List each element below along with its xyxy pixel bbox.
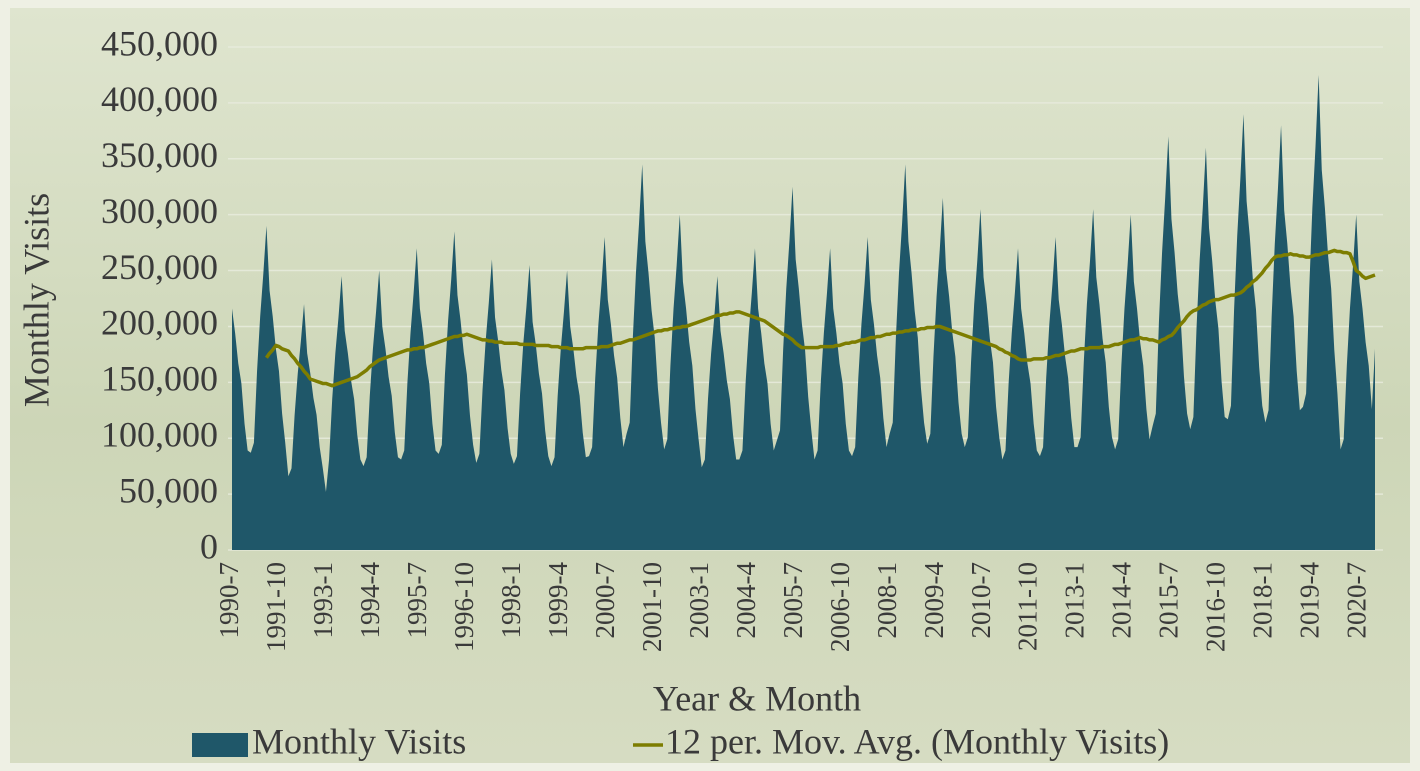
x-tick-label: 1991-10 (261, 562, 291, 652)
x-tick-label: 1993-1 (308, 562, 338, 639)
x-tick-label: 1994-4 (355, 562, 385, 639)
y-tick-label: 450,000 (101, 23, 218, 63)
y-tick-label: 150,000 (101, 359, 218, 399)
x-tick-label: 1998-1 (496, 562, 526, 639)
x-tick-label: 2005-7 (778, 562, 808, 639)
x-tick-label: 2008-1 (872, 562, 902, 639)
chart: 0 50,000 100,000 150,000 200,000 250,000 300,0… (0, 0, 1420, 771)
x-tick-label: 2016-10 (1201, 562, 1231, 652)
x-tick-label: 2006-10 (825, 562, 855, 652)
x-tick-label: 2001-10 (637, 562, 667, 652)
x-tick-label: 2019-4 (1295, 562, 1325, 639)
x-tick-label: 1990-7 (214, 562, 244, 639)
y-tick-label: 100,000 (101, 414, 218, 454)
x-tick-label: 2004-4 (731, 562, 761, 639)
x-tick-label: 2020-7 (1342, 562, 1372, 639)
y-tick-label: 50,000 (119, 470, 218, 510)
y-tick-label: 250,000 (101, 247, 218, 287)
y-tick-label: 300,000 (101, 191, 218, 231)
x-tick-label: 2010-7 (966, 562, 996, 639)
x-tick-label: 1999-4 (543, 562, 573, 639)
x-axis-title: Year & Month (653, 678, 861, 718)
x-tick-label: 1995-7 (402, 562, 432, 639)
x-tick-label: 2000-7 (590, 562, 620, 639)
y-tick-label: 0 (200, 526, 218, 566)
y-tick-label: 200,000 (101, 303, 218, 343)
legend-label: 12 per. Mov. Avg. (Monthly Visits) (665, 721, 1169, 761)
x-tick-label: 2009-4 (919, 562, 949, 639)
y-axis-title: Monthly Visits (16, 193, 56, 407)
legend-label: Monthly Visits (252, 721, 466, 761)
x-tick-label: 2014-4 (1107, 562, 1137, 639)
x-tick-label: 2015-7 (1154, 562, 1184, 639)
y-tick-label: 350,000 (101, 135, 218, 175)
y-tick-label: 400,000 (101, 79, 218, 119)
x-tick-label: 1996-10 (449, 562, 479, 652)
legend-swatch (192, 733, 248, 757)
page: {"chart_data": {"type": "area", "x_label… (0, 0, 1420, 771)
x-tick-label: 2013-1 (1060, 562, 1090, 639)
x-tick-label: 2011-10 (1013, 562, 1043, 651)
x-tick-label: 2003-1 (684, 562, 714, 639)
legend: Monthly Visits 12 per. Mov. Avg. (Monthly… (192, 721, 1169, 761)
x-tick-label: 2018-1 (1248, 562, 1278, 639)
